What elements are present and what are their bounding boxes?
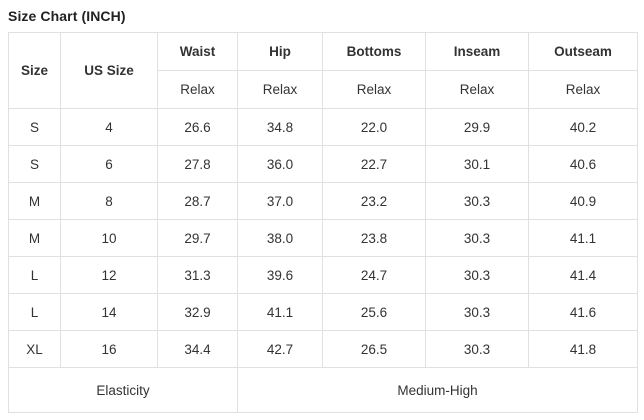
elasticity-value: Medium-High (237, 367, 638, 413)
bottoms-cell: 25.6 (322, 293, 426, 331)
outseam-column-header: Outseam (528, 32, 638, 71)
us-size-cell: 14 (60, 293, 158, 331)
bottoms-cell: 26.5 (322, 330, 426, 368)
table-row: M 10 29.7 38.0 23.8 30.3 41.1 (8, 219, 638, 257)
waist-cell: 32.9 (157, 293, 238, 331)
inseam-cell: 30.3 (425, 182, 529, 220)
outseam-cell: 41.4 (528, 256, 638, 294)
table-row: L 12 31.3 39.6 24.7 30.3 41.4 (8, 256, 638, 294)
outseam-cell: 41.1 (528, 219, 638, 257)
size-column-header: Size (8, 32, 61, 109)
header-row-fit: Relax Relax Relax Relax Relax (9, 70, 638, 109)
outseam-fit-label: Relax (528, 70, 638, 109)
us-size-cell: 12 (60, 256, 158, 294)
bottoms-column-header: Bottoms (322, 32, 426, 71)
us-size-cell: 8 (60, 182, 158, 220)
hip-column-header: Hip (237, 32, 323, 71)
table-row: S 4 26.6 34.8 22.0 29.9 40.2 (8, 108, 638, 146)
waist-cell: 26.6 (157, 108, 238, 146)
waist-fit-label: Relax (157, 70, 238, 109)
outseam-cell: 40.6 (528, 145, 638, 183)
size-cell: L (8, 256, 61, 294)
waist-cell: 27.8 (157, 145, 238, 183)
size-cell: L (8, 293, 61, 331)
bottoms-cell: 22.7 (322, 145, 426, 183)
inseam-cell: 30.3 (425, 330, 529, 368)
outseam-cell: 41.8 (528, 330, 638, 368)
us-size-cell: 16 (60, 330, 158, 368)
inseam-cell: 30.1 (425, 145, 529, 183)
outseam-cell: 41.6 (528, 293, 638, 331)
hip-cell: 42.7 (237, 330, 323, 368)
inseam-cell: 29.9 (425, 108, 529, 146)
size-cell: S (8, 145, 61, 183)
us-size-cell: 6 (60, 145, 158, 183)
hip-cell: 38.0 (237, 219, 323, 257)
us-size-cell: 10 (60, 219, 158, 257)
size-cell: M (8, 219, 61, 257)
waist-cell: 28.7 (157, 182, 238, 220)
outseam-cell: 40.2 (528, 108, 638, 146)
bottoms-cell: 23.2 (322, 182, 426, 220)
waist-cell: 31.3 (157, 256, 238, 294)
bottoms-cell: 24.7 (322, 256, 426, 294)
size-cell: M (8, 182, 61, 220)
elasticity-row: Elasticity Medium-High (8, 367, 638, 413)
hip-cell: 39.6 (237, 256, 323, 294)
table-row: S 6 27.8 36.0 22.7 30.1 40.6 (8, 145, 638, 183)
inseam-fit-label: Relax (425, 70, 529, 109)
inseam-cell: 30.3 (425, 256, 529, 294)
waist-column-header: Waist (157, 32, 238, 71)
bottoms-cell: 23.8 (322, 219, 426, 257)
us-size-cell: 4 (60, 108, 158, 146)
table-row: M 8 28.7 37.0 23.2 30.3 40.9 (8, 182, 638, 220)
table-row: XL 16 34.4 42.7 26.5 30.3 41.8 (8, 330, 638, 368)
elasticity-label: Elasticity (8, 367, 238, 413)
size-cell: XL (8, 330, 61, 368)
bottoms-cell: 22.0 (322, 108, 426, 146)
size-cell: S (8, 108, 61, 146)
inseam-cell: 30.3 (425, 219, 529, 257)
waist-cell: 29.7 (157, 219, 238, 257)
header-row-measures: Size US Size Waist Hip Bottoms Inseam Ou… (8, 32, 638, 109)
waist-cell: 34.4 (157, 330, 238, 368)
inseam-cell: 30.3 (425, 293, 529, 331)
size-chart-table: Size US Size Waist Hip Bottoms Inseam Ou… (8, 32, 638, 413)
table-row: L 14 32.9 41.1 25.6 30.3 41.6 (8, 293, 638, 331)
inseam-column-header: Inseam (425, 32, 529, 71)
hip-cell: 34.8 (237, 108, 323, 146)
outseam-cell: 40.9 (528, 182, 638, 220)
hip-cell: 41.1 (237, 293, 323, 331)
hip-fit-label: Relax (237, 70, 323, 109)
hip-cell: 37.0 (237, 182, 323, 220)
hip-cell: 36.0 (237, 145, 323, 183)
bottoms-fit-label: Relax (322, 70, 426, 109)
page-title: Size Chart (INCH) (8, 8, 126, 24)
us-size-column-header: US Size (60, 32, 158, 109)
